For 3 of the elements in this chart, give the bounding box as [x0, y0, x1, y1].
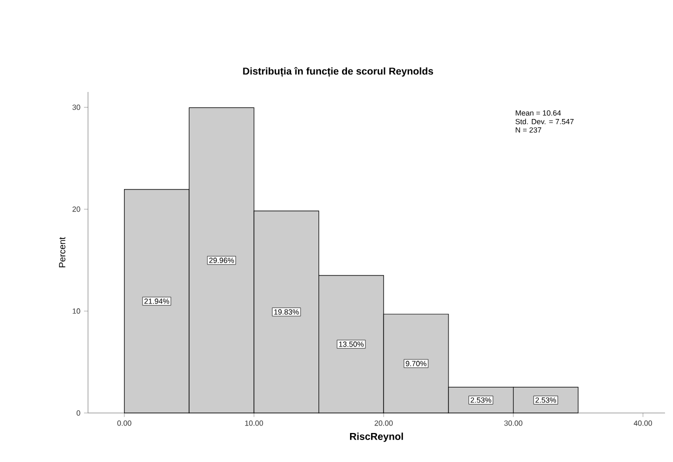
- chart-title: Distribuția în funcție de scorul Reynolds: [243, 67, 434, 77]
- y-axis-title: Percent: [59, 237, 66, 268]
- x-axis-title: RiscReynol: [350, 432, 403, 442]
